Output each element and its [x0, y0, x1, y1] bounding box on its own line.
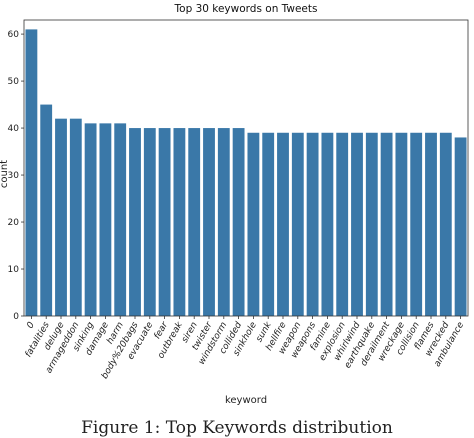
- bar: [306, 132, 319, 316]
- bar: [262, 132, 275, 316]
- bar: [55, 118, 67, 317]
- y-tick-label: 0: [13, 312, 19, 322]
- bar: [232, 128, 245, 316]
- bar: [365, 132, 378, 316]
- bar: [425, 132, 437, 316]
- y-axis: 0 10 20 30 40 50 60: [8, 30, 24, 322]
- y-tick-label: 40: [8, 124, 20, 134]
- bars: [25, 29, 467, 317]
- bar: [439, 132, 452, 316]
- bar: [143, 128, 156, 316]
- bar: [291, 132, 304, 316]
- bar: [114, 123, 127, 316]
- bar: [69, 118, 82, 317]
- bar: [129, 128, 141, 316]
- y-tick-label: 10: [8, 265, 20, 275]
- y-tick-label: 20: [8, 218, 20, 228]
- x-axis: 0fatalitiesdelugearmageddonsinkingdamage…: [24, 316, 466, 381]
- bar: [321, 132, 334, 316]
- plot-frame: [23, 19, 469, 317]
- x-tick-label: 0: [25, 320, 37, 330]
- bar: [217, 128, 230, 316]
- bar: [395, 132, 408, 316]
- bar: [351, 132, 363, 316]
- bar: [203, 128, 215, 316]
- bar: [247, 132, 260, 316]
- figure-caption: Figure 1: Top Keywords distribution: [81, 418, 393, 438]
- bar: [84, 123, 97, 316]
- bar: [173, 128, 186, 316]
- bar: [99, 123, 112, 316]
- bar: [410, 132, 423, 316]
- y-tick-label: 60: [8, 30, 20, 40]
- y-axis-label: count: [0, 160, 10, 188]
- bar: [40, 104, 53, 316]
- bar: [188, 128, 201, 316]
- bar: [277, 132, 289, 316]
- bar: [380, 132, 393, 316]
- bar: [158, 128, 171, 316]
- y-tick-label: 50: [8, 77, 20, 87]
- chart-title: Top 30 keywords on Tweets: [174, 3, 318, 15]
- bar: [336, 132, 349, 316]
- bar: [454, 137, 467, 316]
- x-axis-label: keyword: [225, 395, 267, 406]
- y-tick-label: 30: [8, 171, 20, 181]
- bar: [25, 29, 38, 317]
